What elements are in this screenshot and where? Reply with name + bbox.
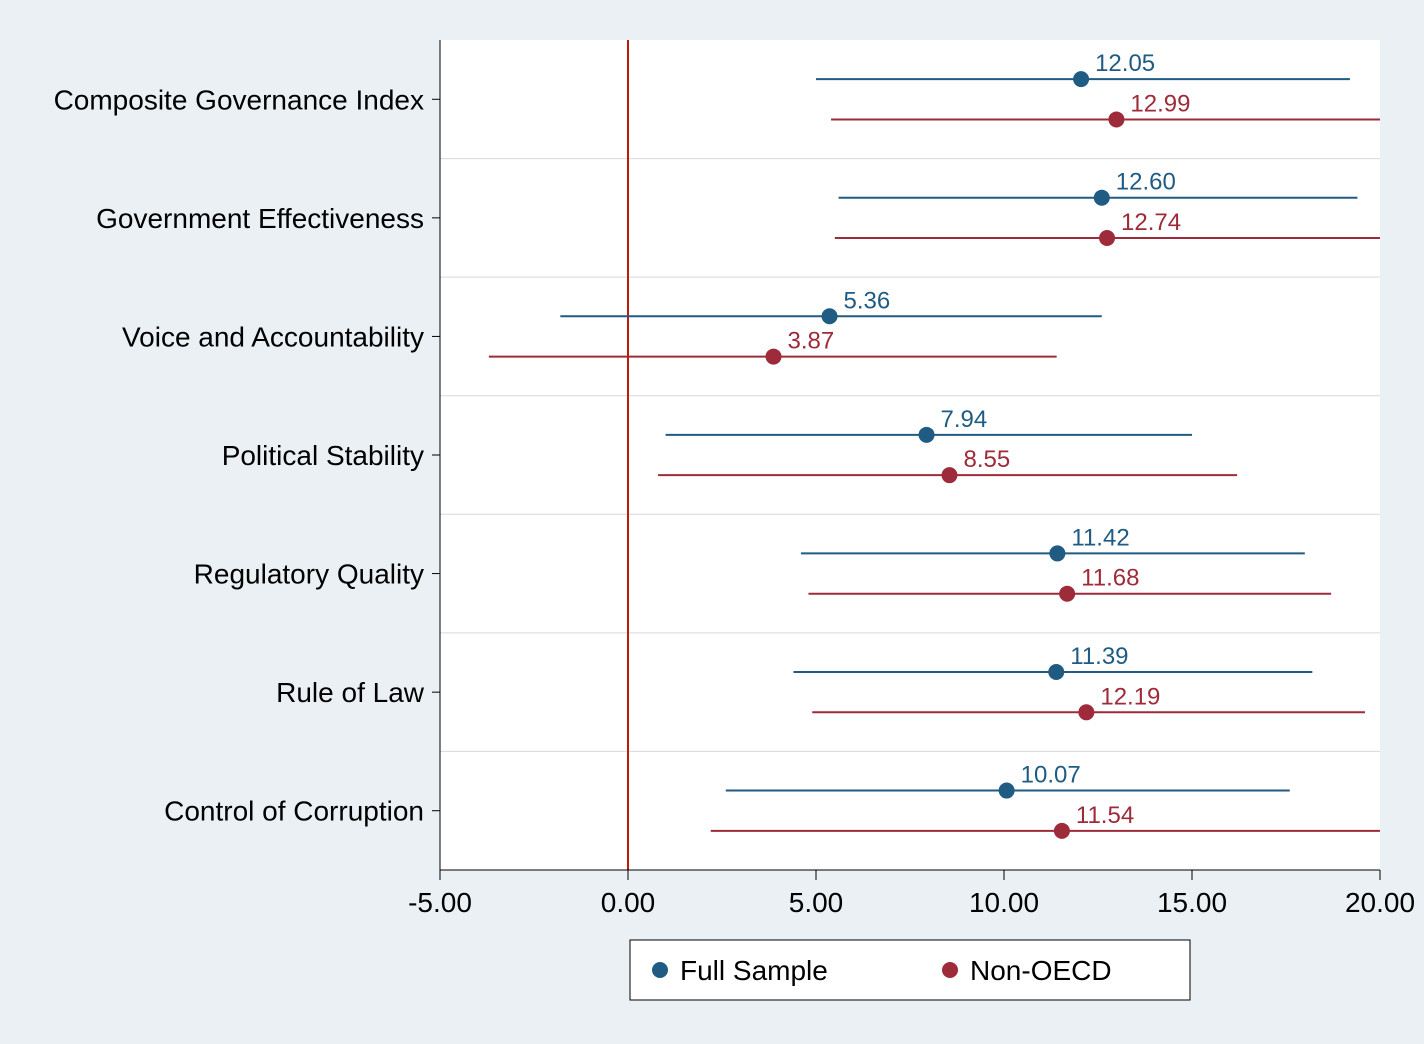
point-value-label: 10.07 bbox=[1021, 762, 1081, 789]
point-value-label: 12.60 bbox=[1116, 169, 1176, 196]
point-value-label: 11.42 bbox=[1071, 524, 1129, 551]
point-value-label: 12.05 bbox=[1095, 50, 1155, 77]
x-tick-label: 10.00 bbox=[969, 887, 1039, 918]
point-value-label: 7.94 bbox=[941, 406, 988, 433]
x-tick-label: -5.00 bbox=[408, 887, 472, 918]
legend-marker bbox=[942, 962, 958, 978]
point-marker bbox=[941, 467, 957, 483]
category-label: Political Stability bbox=[222, 440, 424, 471]
point-marker bbox=[1073, 71, 1089, 87]
point-marker bbox=[1078, 704, 1094, 720]
x-tick-label: 15.00 bbox=[1157, 887, 1227, 918]
legend-label: Non-OECD bbox=[970, 955, 1112, 986]
category-label: Voice and Accountability bbox=[122, 321, 424, 352]
point-value-label: 11.54 bbox=[1076, 802, 1134, 829]
x-tick-label: 5.00 bbox=[789, 887, 844, 918]
legend-label: Full Sample bbox=[680, 955, 828, 986]
point-marker bbox=[1048, 664, 1064, 680]
point-value-label: 11.39 bbox=[1070, 643, 1128, 670]
point-marker bbox=[1054, 823, 1070, 839]
point-marker bbox=[1049, 545, 1065, 561]
point-marker bbox=[766, 349, 782, 365]
x-tick-label: 0.00 bbox=[601, 887, 656, 918]
point-marker bbox=[1099, 230, 1115, 246]
point-marker bbox=[1094, 190, 1110, 206]
point-value-label: 12.19 bbox=[1100, 683, 1160, 710]
legend-marker bbox=[652, 962, 668, 978]
point-value-label: 3.87 bbox=[788, 328, 835, 355]
point-marker bbox=[1059, 586, 1075, 602]
point-marker bbox=[1108, 111, 1124, 127]
category-label: Composite Governance Index bbox=[54, 84, 424, 115]
chart-container: Composite Governance Index Government Eff… bbox=[0, 0, 1424, 1044]
plot-area bbox=[440, 40, 1380, 870]
point-value-label: 11.68 bbox=[1081, 565, 1139, 592]
point-value-label: 5.36 bbox=[844, 287, 891, 314]
point-marker bbox=[919, 427, 935, 443]
point-marker bbox=[822, 308, 838, 324]
point-value-label: 12.99 bbox=[1130, 90, 1190, 117]
category-label: Control of Corruption bbox=[164, 796, 424, 827]
dot-whisker-chart: Composite Governance Index Government Eff… bbox=[0, 0, 1424, 1044]
x-tick-label: 20.00 bbox=[1345, 887, 1415, 918]
category-label: Rule of Law bbox=[276, 677, 425, 708]
category-label: Government Effectiveness bbox=[96, 203, 424, 234]
point-value-label: 8.55 bbox=[963, 446, 1010, 473]
category-label: Regulatory Quality bbox=[194, 559, 424, 590]
point-marker bbox=[999, 783, 1015, 799]
point-value-label: 12.74 bbox=[1121, 209, 1181, 236]
